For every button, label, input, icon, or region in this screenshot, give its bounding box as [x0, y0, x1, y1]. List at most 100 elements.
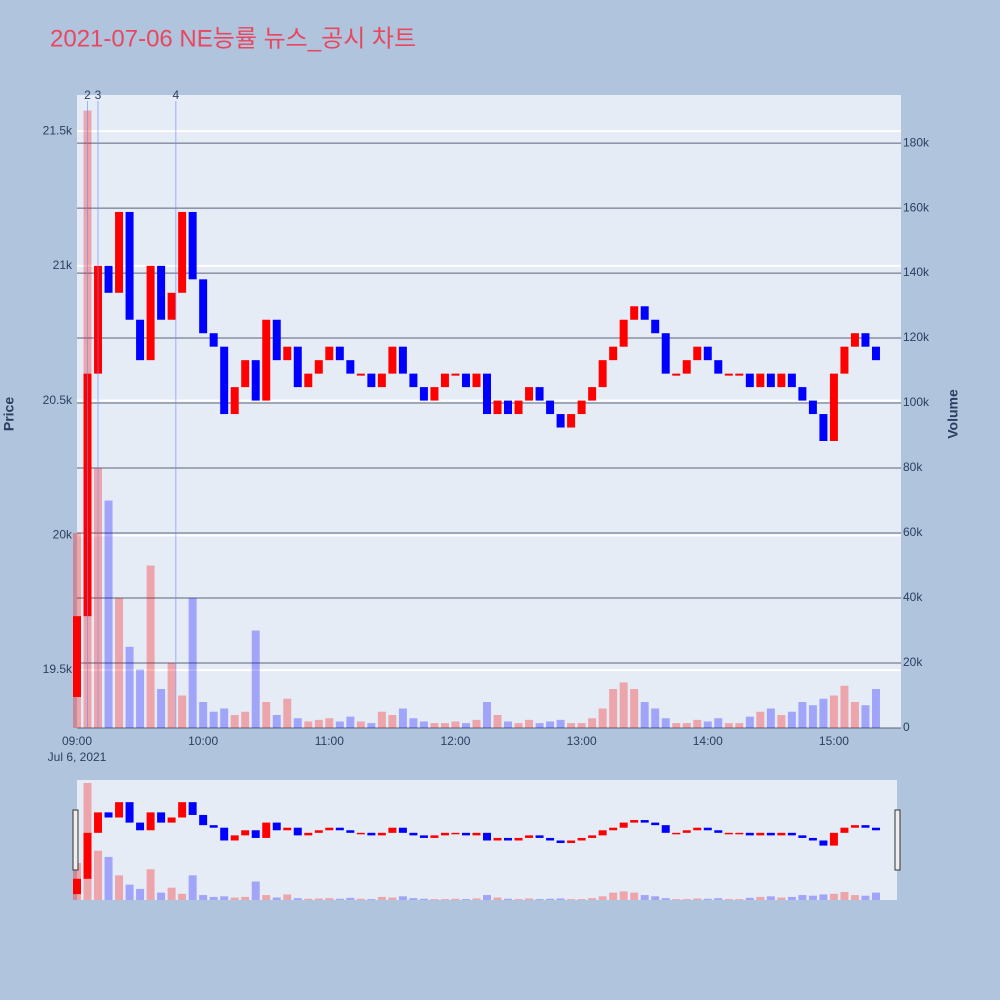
candle	[104, 265, 113, 293]
slider-volume-bar	[314, 898, 323, 900]
volume-bar	[577, 723, 586, 728]
candle	[367, 373, 376, 388]
y2-axis-title: Volume	[945, 389, 961, 439]
slider-candle	[567, 840, 576, 844]
volume-bar	[735, 723, 744, 728]
candle	[209, 333, 218, 347]
x-tick-label: 10:00	[188, 734, 218, 748]
slider-volume-bar	[440, 899, 449, 900]
volume-bar	[829, 695, 838, 728]
y2-tick-label: 140k	[903, 265, 930, 279]
candle	[483, 373, 491, 415]
candle	[73, 616, 81, 698]
slider-candle	[209, 825, 218, 828]
slider-handle[interactable]	[72, 809, 79, 871]
volume-bar	[356, 721, 365, 728]
slider-candle	[619, 822, 628, 828]
slider-candle	[703, 827, 712, 831]
candle	[871, 346, 880, 361]
volume-bar	[293, 718, 302, 728]
x-tick-label: 09:00	[62, 734, 92, 748]
volume-bar	[714, 718, 723, 728]
y2-tick-label: 20k	[903, 655, 923, 669]
slider-volume-bar	[871, 892, 880, 900]
volume-bar	[157, 689, 166, 728]
slider-volume-bar	[136, 888, 145, 900]
slider-volume-bar	[346, 897, 355, 900]
candle	[125, 211, 134, 320]
slider-candle	[262, 822, 271, 838]
volume-bar	[861, 705, 870, 728]
y-tick-label: 20k	[53, 527, 73, 541]
slider-candle	[819, 840, 828, 846]
slider-volume-bar	[556, 898, 565, 900]
volume-bar	[661, 718, 670, 728]
candle	[672, 373, 681, 376]
volume-bar	[493, 715, 502, 728]
slider-candle	[451, 832, 460, 835]
candle	[609, 346, 618, 361]
slider-volume-bar	[146, 869, 155, 900]
slider-candle	[829, 832, 838, 846]
volume-bar	[451, 721, 460, 728]
candle	[283, 346, 292, 361]
news-marker-label: 4	[172, 88, 179, 102]
volume-bar	[693, 719, 702, 728]
news-marker-label: 3	[95, 88, 102, 102]
candle	[146, 265, 155, 361]
volume-bar	[440, 723, 449, 728]
volume-bar	[461, 723, 470, 728]
volume-bar	[556, 719, 565, 728]
slider-candle	[630, 820, 639, 823]
volume-bar	[682, 723, 691, 728]
y2-tick-label: 180k	[903, 135, 930, 149]
candle	[651, 319, 660, 334]
y2-tick-label: 160k	[903, 200, 930, 214]
slider-volume-bar	[777, 897, 786, 900]
slider-volume-bar	[251, 881, 260, 900]
slider-volume-bar	[745, 897, 754, 900]
slider-candle	[367, 832, 376, 836]
slider-candle	[115, 802, 124, 818]
slider-volume-bar	[388, 897, 397, 900]
slider-candle	[157, 812, 166, 823]
volume-bar	[525, 719, 534, 728]
slider-candle	[146, 812, 155, 831]
candle	[556, 414, 565, 428]
slider-volume-bar	[367, 899, 376, 900]
slider-candle	[556, 840, 565, 844]
volume-bar	[283, 698, 292, 728]
candle	[798, 387, 807, 401]
candle	[220, 346, 229, 415]
candle	[766, 373, 775, 388]
slider-volume-bar	[125, 884, 134, 900]
slider-candle	[693, 827, 702, 831]
slider-volume-bar	[724, 899, 733, 900]
slider-volume-bar	[241, 896, 250, 900]
candle	[167, 292, 176, 320]
slider-handle[interactable]	[894, 809, 901, 871]
y-tick-label: 21k	[53, 258, 73, 272]
volume-bar	[346, 716, 355, 728]
candle	[546, 400, 555, 415]
slider-volume-bar	[377, 896, 386, 900]
candle	[157, 265, 166, 320]
candle	[693, 346, 702, 361]
slider-volume-bar	[230, 897, 239, 900]
y-tick-label: 19.5k	[43, 662, 73, 676]
candle	[304, 373, 313, 388]
chart-title: 2021-07-06 NE능률 뉴스_공시 차트	[50, 25, 416, 52]
volume-bar	[588, 718, 597, 728]
candle	[251, 360, 260, 401]
slider-candle	[356, 832, 365, 835]
slider-volume-bar	[840, 891, 849, 900]
candle	[115, 211, 124, 293]
candle	[525, 387, 534, 401]
candle	[724, 373, 733, 376]
volume-bar	[724, 723, 733, 728]
candle	[430, 387, 439, 401]
volume-bar	[630, 689, 639, 728]
slider-candle	[430, 835, 439, 838]
slider-candle	[199, 814, 208, 826]
candle	[598, 360, 607, 388]
